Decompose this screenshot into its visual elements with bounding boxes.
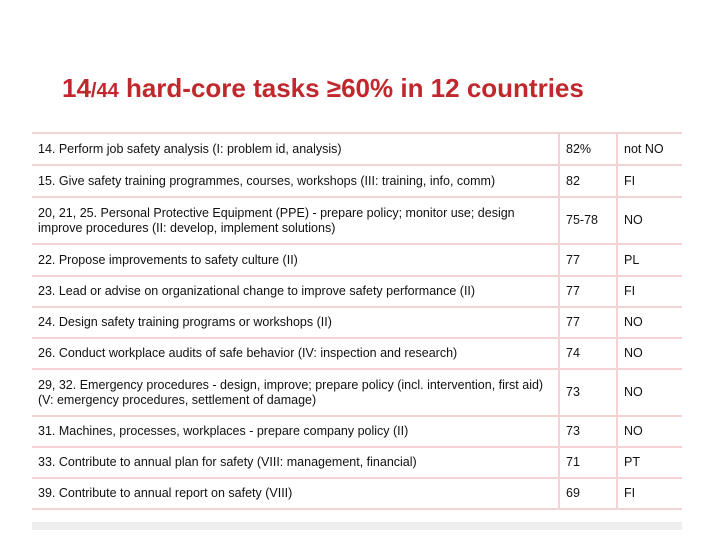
task-cell: 20, 21, 25. Personal Protective Equipmen…	[32, 197, 560, 245]
percent-cell: 73	[559, 416, 618, 448]
task-cell: 29, 32. Emergency procedures - design, i…	[32, 369, 560, 417]
country-cell: PL	[617, 244, 682, 277]
country-cell: NO	[617, 338, 682, 370]
table-row: 39. Contribute to annual report on safet…	[32, 478, 682, 510]
table-row: 24. Design safety training programs or w…	[32, 307, 682, 339]
table-row: 20, 21, 25. Personal Protective Equipmen…	[32, 197, 682, 245]
percent-cell: 75-78	[559, 197, 618, 245]
percent-cell: 73	[559, 369, 618, 417]
task-cell: 39. Contribute to annual report on safet…	[32, 478, 560, 510]
table-row: 15. Give safety training programmes, cou…	[32, 165, 682, 198]
table-row: 23. Lead or advise on organizational cha…	[32, 276, 682, 308]
percent-cell: 77	[559, 244, 618, 277]
percent-cell: 71	[559, 447, 618, 479]
percent-cell: 77	[559, 276, 618, 308]
country-cell: NO	[617, 369, 682, 417]
task-cell: 15. Give safety training programmes, cou…	[32, 165, 560, 198]
percent-cell: 77	[559, 307, 618, 339]
title-text: hard-core tasks ≥60% in 12 countries	[118, 73, 584, 103]
title-count: 14	[62, 73, 91, 103]
task-cell: 14. Perform job safety analysis (I: prob…	[32, 132, 560, 166]
table-row: 14. Perform job safety analysis (I: prob…	[32, 132, 682, 166]
task-cell: 26. Conduct workplace audits of safe beh…	[32, 338, 560, 370]
country-cell: NO	[617, 307, 682, 339]
table-row: 31. Machines, processes, workplaces - pr…	[32, 416, 682, 448]
task-cell: 33. Contribute to annual plan for safety…	[32, 447, 560, 479]
table-row: 33. Contribute to annual plan for safety…	[32, 447, 682, 479]
country-cell: NO	[617, 416, 682, 448]
country-cell: FI	[617, 478, 682, 510]
page-title: 14/44 hard-core tasks ≥60% in 12 countri…	[62, 73, 584, 104]
country-cell: PT	[617, 447, 682, 479]
tasks-table: 14. Perform job safety analysis (I: prob…	[32, 132, 682, 510]
percent-cell: 82%	[559, 132, 618, 166]
country-cell: NO	[617, 197, 682, 245]
task-cell: 24. Design safety training programs or w…	[32, 307, 560, 339]
table-row: 29, 32. Emergency procedures - design, i…	[32, 369, 682, 417]
task-cell: 22. Propose improvements to safety cultu…	[32, 244, 560, 277]
title-fraction: /44	[90, 80, 119, 102]
table-row: 26. Conduct workplace audits of safe beh…	[32, 338, 682, 370]
footer-bar	[32, 522, 682, 530]
country-cell: FI	[617, 276, 682, 308]
country-cell: FI	[617, 165, 682, 198]
table-row: 22. Propose improvements to safety cultu…	[32, 244, 682, 277]
percent-cell: 74	[559, 338, 618, 370]
task-cell: 31. Machines, processes, workplaces - pr…	[32, 416, 560, 448]
country-cell: not NO	[617, 132, 682, 166]
percent-cell: 69	[559, 478, 618, 510]
task-cell: 23. Lead or advise on organizational cha…	[32, 276, 560, 308]
percent-cell: 82	[559, 165, 618, 198]
